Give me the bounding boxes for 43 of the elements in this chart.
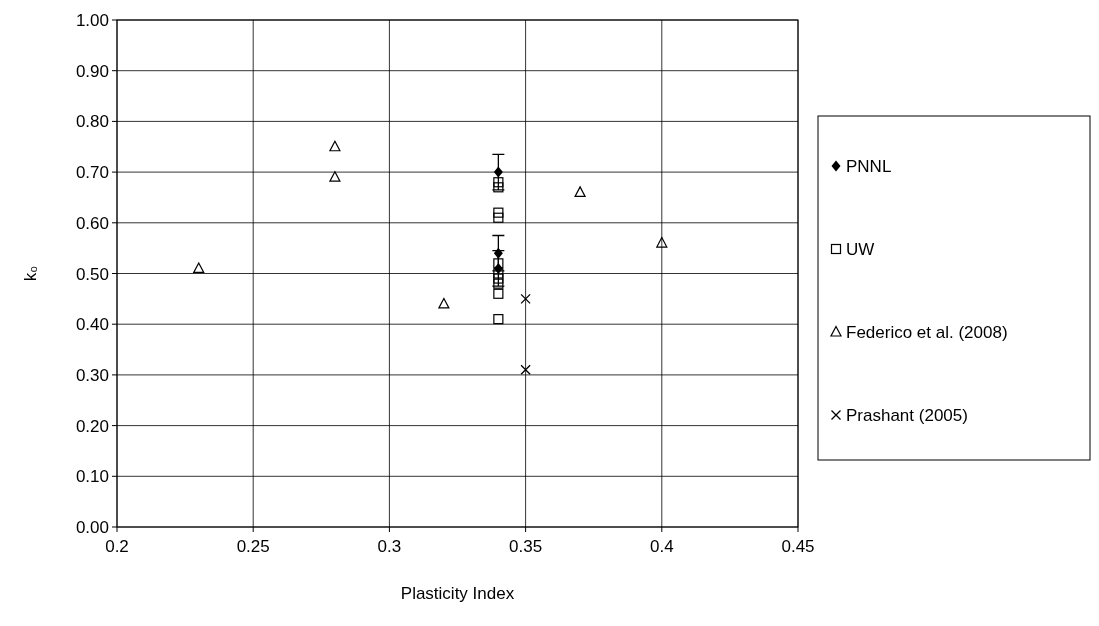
y-tick-label: 0.90 [75, 61, 109, 81]
point [656, 236, 668, 248]
point [329, 140, 341, 152]
x-axis-title: Plasticity Index [400, 584, 515, 603]
point [493, 278, 504, 289]
point [493, 212, 504, 223]
point [438, 297, 450, 309]
x-tick-label: 0.3 [377, 537, 402, 556]
y-tick-label: 0.80 [75, 112, 109, 132]
point [193, 262, 205, 274]
legend-label: Prashant (2005) [846, 406, 968, 425]
y-tick-label: 0.40 [75, 315, 109, 335]
point [493, 288, 504, 299]
y-axis-title: k₀ [21, 265, 40, 282]
point [493, 258, 504, 269]
point [493, 182, 504, 193]
point [493, 247, 503, 259]
point [493, 166, 503, 178]
legend-label: UW [846, 240, 875, 259]
y-tick-label: 0.70 [75, 163, 109, 183]
y-tick-label: 0.10 [75, 467, 109, 487]
y-tick-label: 0.30 [75, 365, 109, 385]
y-tick-label: 0.50 [75, 264, 109, 284]
point [329, 171, 341, 182]
y-tick-label: 0.00 [75, 518, 109, 537]
point [520, 364, 531, 375]
legend-label: PNNL [846, 157, 892, 176]
x-tick-label: 0.35 [509, 537, 543, 556]
point [493, 268, 504, 279]
x-tick-label: 0.25 [236, 537, 270, 556]
point [520, 293, 531, 304]
legend-label: Federico et al. (2008) [846, 323, 1008, 342]
point [574, 186, 586, 197]
x-tick-label: 0.4 [649, 537, 674, 556]
point [493, 273, 504, 284]
x-tick-label: 0.45 [781, 537, 815, 556]
x-tick-label: 0.2 [105, 537, 129, 556]
point [493, 207, 504, 218]
point [493, 177, 504, 188]
y-tick-label: 0.60 [75, 213, 109, 233]
y-tick-label: 1.00 [75, 11, 109, 30]
y-tick-label: 0.20 [75, 416, 109, 436]
point [493, 314, 504, 325]
